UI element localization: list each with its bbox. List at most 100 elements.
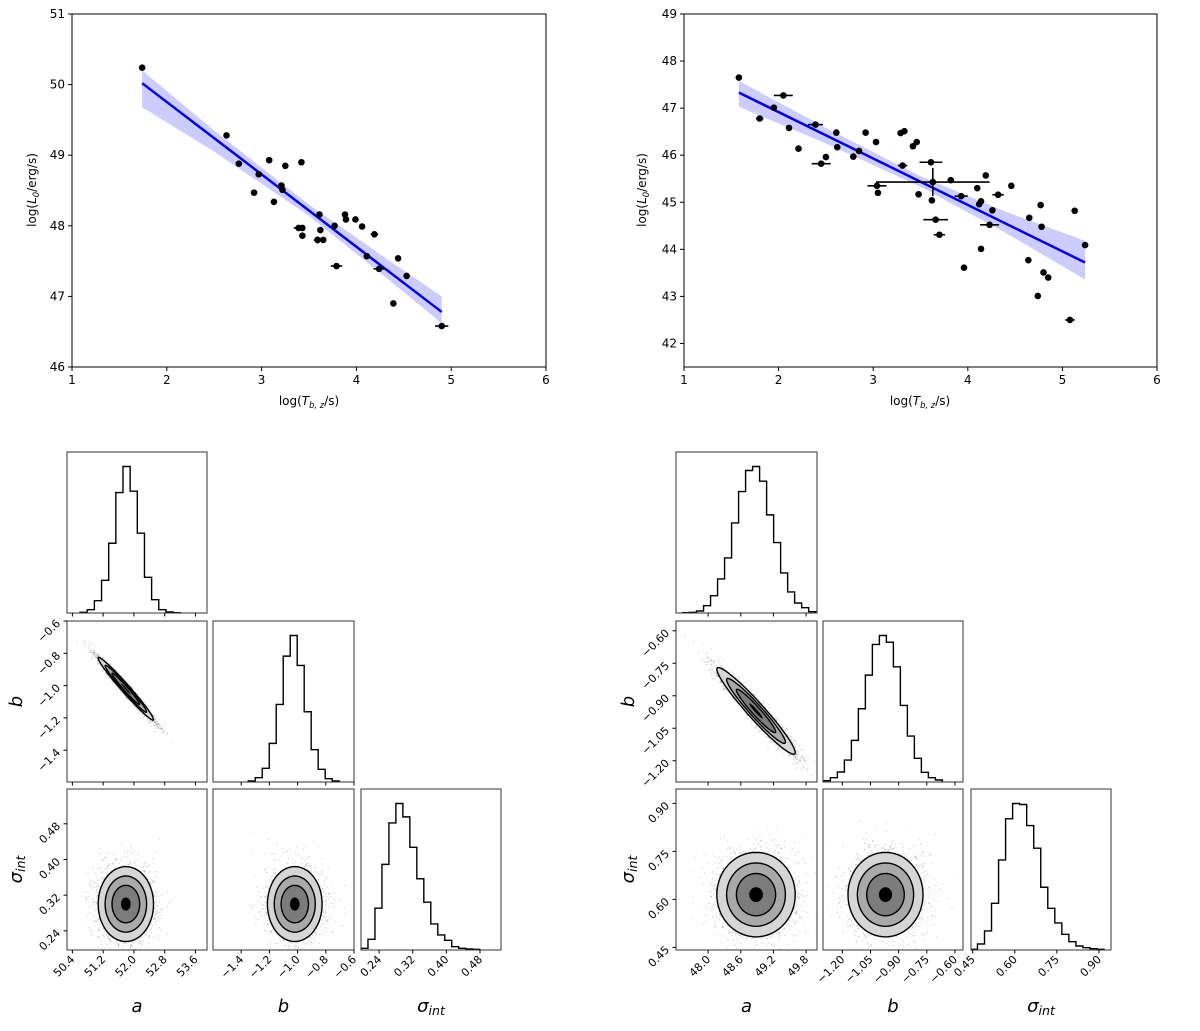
sample-point (97, 662, 100, 664)
sample-point (155, 721, 157, 723)
confidence-band (738, 80, 1086, 280)
point-marker (982, 172, 990, 179)
point-marker (394, 254, 402, 262)
contour-level (121, 683, 131, 695)
data-point (992, 191, 1004, 199)
label-sym: T (913, 394, 922, 408)
data-point (235, 160, 243, 167)
sample-point (100, 876, 102, 878)
sample-point (153, 895, 155, 897)
sample-point (97, 936, 99, 938)
sample-point (90, 929, 92, 931)
sample-point (95, 920, 97, 922)
sample-point (151, 955, 152, 956)
label-sub: b, z (309, 400, 325, 410)
sample-point (97, 947, 99, 949)
sample-point (159, 929, 162, 931)
sample-point (130, 853, 132, 855)
data-point (919, 158, 943, 166)
sample-point (154, 918, 156, 920)
sample-point (133, 851, 135, 853)
sample-point (92, 867, 95, 869)
corner-plot-left: −1.4−1.2−1.0−0.8−0.650.4 51.2 52.0 52.8 53.6… (6, 451, 502, 1018)
sample-point (127, 952, 128, 953)
point-marker (1025, 214, 1033, 222)
label-sym: L (25, 197, 39, 204)
point-marker (927, 158, 935, 166)
data-point (1025, 214, 1033, 222)
point-marker (1066, 316, 1074, 324)
sample-point (93, 650, 96, 652)
data-point (223, 132, 230, 139)
sample-point (161, 728, 163, 730)
data-point (1040, 269, 1047, 276)
sample-point (159, 728, 161, 730)
sample-point (158, 719, 161, 721)
data-point (1065, 316, 1075, 324)
x-tick-label: 2 (163, 373, 171, 387)
point-marker (331, 222, 338, 230)
sample-point (144, 933, 147, 935)
sample-point (87, 901, 89, 904)
sample-point (166, 932, 169, 935)
sample-point (156, 722, 158, 724)
sample-point (92, 898, 94, 900)
2d-density-panel: −1.4−1.2−1.0−0.8−0.6 (212, 788, 359, 981)
sample-point (105, 673, 107, 675)
fit-line (141, 82, 443, 313)
y-tick-label: 49 (50, 148, 65, 162)
sample-point (154, 917, 156, 920)
x-tick-label: 2 (775, 373, 783, 387)
data-point (897, 162, 908, 169)
sample-point (95, 889, 98, 891)
x-tick-label: 5 (447, 373, 455, 387)
sample-point (155, 876, 157, 879)
point-marker (341, 211, 349, 218)
data-point (862, 129, 869, 136)
y-tick-label: 48 (662, 54, 677, 68)
sample-point (93, 920, 95, 922)
sample-point (148, 947, 150, 949)
sample-point (146, 865, 149, 868)
sample-point (137, 940, 139, 943)
sample-point (90, 905, 92, 907)
sample-point (99, 847, 101, 850)
sample-point (103, 935, 105, 937)
sample-point (148, 722, 151, 724)
sample-point (96, 892, 98, 894)
sample-point (272, 873, 275, 875)
sample-point (134, 939, 136, 942)
sample-point (152, 858, 155, 860)
sample-point (81, 895, 83, 897)
sample-point (323, 901, 325, 903)
histogram-bin (144, 577, 151, 613)
y-tick-label: −1.4 (35, 746, 63, 774)
data-point (255, 170, 263, 178)
sample-point (91, 885, 93, 887)
y-tick-label: 44 (662, 242, 677, 256)
data-point (909, 142, 917, 150)
point-marker (795, 145, 802, 152)
sample-point (91, 934, 93, 936)
data-point (352, 216, 359, 223)
sample-point (267, 923, 269, 925)
sample-point (328, 892, 330, 894)
sample-point (155, 724, 157, 727)
y-tick-label: 0.40 (37, 855, 64, 882)
point-marker (270, 198, 278, 206)
sample-point (101, 871, 104, 873)
sample-point (93, 901, 95, 903)
sample-point (97, 663, 100, 665)
sample-point (98, 924, 101, 926)
sample-point (130, 945, 133, 947)
sample-point (140, 942, 142, 944)
sample-point (139, 948, 142, 950)
sample-point (88, 926, 91, 929)
sample-point (104, 947, 106, 949)
sample-point (114, 669, 117, 671)
y-tick-label: 45 (662, 195, 677, 209)
sample-point (88, 643, 90, 645)
sample-point (158, 896, 160, 898)
sample-point (85, 899, 88, 901)
data-point (977, 245, 985, 253)
